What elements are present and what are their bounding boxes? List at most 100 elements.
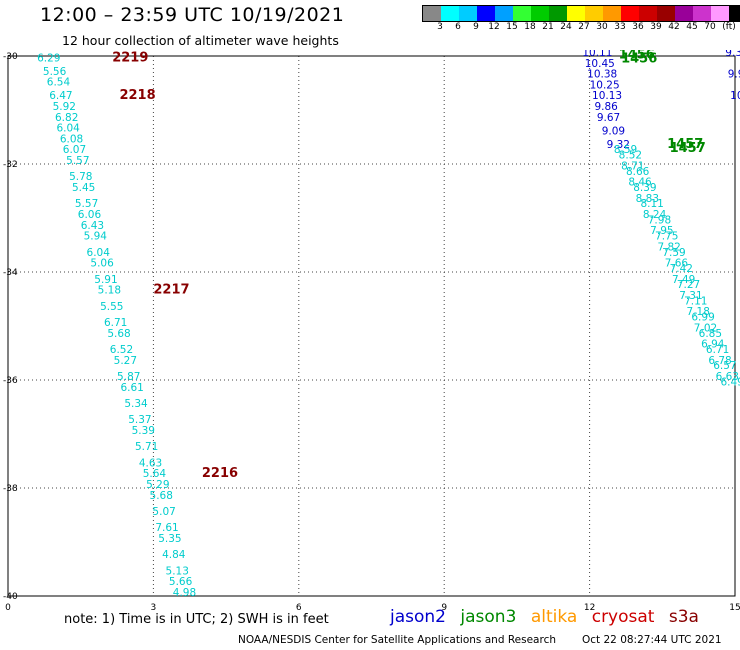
y-tick-label: -36 (3, 376, 18, 386)
colorbar-labels: 3 6 9 12 15 18 21 24 27 30 33 36 39 42 45 70 (ft) (422, 22, 740, 34)
swh-value-label: 8.83 (636, 193, 659, 205)
swh-value-label: 6.71 (104, 317, 127, 329)
colorbar-swatch (549, 6, 567, 21)
swh-value-label: 6.49 (720, 376, 740, 388)
colorbar-tick-label: 18 (524, 22, 536, 32)
generation-timestamp: Oct 22 08:27:44 UTC 2021 (582, 634, 722, 646)
legend-s3a: s3a (668, 607, 699, 627)
swh-value-label: 9.09 (602, 125, 625, 137)
swh-value-label: 5.87 (117, 371, 140, 383)
colorbar-tick-label: 9 (473, 22, 479, 32)
chart-title: 12:00 – 23:59 UTC 10/19/2021 (40, 4, 345, 26)
x-tick-label: 9 (441, 603, 447, 613)
swh-value-label: 5.18 (98, 285, 121, 297)
plot-frame (7, 55, 736, 597)
swh-value-label: 8.39 (633, 182, 656, 194)
y-tick-label: -40 (3, 592, 18, 602)
pass-number-label: 1456 (621, 51, 657, 66)
swh-value-label: 5.56 (43, 66, 67, 78)
colorbar-swatch (603, 6, 621, 21)
mission-legend: jason2 jason3 altika cryosat s3a (390, 607, 708, 627)
swh-value-label: 5.06 (90, 258, 114, 270)
swh-value-label: 5.57 (75, 198, 98, 210)
swh-value-label: 6.54 (47, 77, 71, 89)
swh-value-label: 5.45 (72, 182, 95, 194)
swh-colorbar (422, 5, 740, 22)
swh-value-label: 5.07 (152, 506, 175, 518)
swh-value-label: 5.78 (69, 171, 92, 183)
y-tick-label: -34 (3, 268, 18, 278)
swh-value-label: 8.66 (626, 166, 650, 178)
pass-number-label: 2219 (112, 50, 148, 65)
swh-value-label: 10.38 (587, 69, 617, 81)
swh-value-label: 7.18 (687, 306, 710, 318)
colorbar-tick-label: 70 (704, 22, 716, 32)
swh-value-label: 8.59 (614, 144, 637, 156)
colorbar-tick-label: 12 (488, 22, 500, 32)
swh-value-label: 10.13 (592, 90, 622, 102)
colorbar-tick-label: 45 (686, 22, 698, 32)
swh-value-label: 7.75 (655, 231, 678, 243)
swh-value-label: 7.27 (677, 279, 700, 291)
swh-value-label: 4.98 (173, 587, 196, 599)
swh-value-label: 5.66 (169, 576, 193, 588)
swh-value-label: 7.61 (155, 522, 178, 534)
swh-value-label: 6.06 (78, 209, 102, 221)
swh-value-label: 7.59 (662, 247, 685, 259)
swh-value-label: 6.63 (716, 371, 739, 383)
swh-value-label: 9.86 (594, 101, 618, 113)
colorbar-swatch (477, 6, 495, 21)
swh-value-label: 7.11 (684, 295, 707, 307)
swh-value-label: 6.07 (63, 144, 86, 156)
swh-value-label: 6.85 (699, 328, 722, 340)
colorbar-tick-label: 21 (542, 22, 554, 32)
swh-value-label: 8.46 (628, 177, 652, 189)
swh-value-label: 9.9 (728, 69, 740, 81)
swh-value-label: 6.94 (701, 339, 725, 351)
swh-value-label: 10. (730, 90, 740, 102)
swh-value-label: 5.57 (66, 155, 89, 167)
swh-value-label: 6.78 (708, 355, 731, 367)
swh-value-label: 5.92 (53, 101, 76, 113)
swh-value-label: 6.52 (110, 344, 133, 356)
chart-subtitle: 12 hour collection of altimeter wave hei… (62, 33, 339, 48)
swh-value-label: 10.11 (582, 47, 612, 59)
legend-jason2: jason2 (390, 607, 446, 627)
swh-value-label: 6.08 (60, 133, 83, 145)
swh-value-label: 6.04 (87, 247, 111, 259)
colorbar-tick-label: 30 (596, 22, 608, 32)
pass-number-label: 2217 (153, 283, 189, 298)
colorbar-tick-label: 42 (668, 22, 680, 32)
swh-value-label: 4.84 (162, 549, 186, 561)
colorbar-tick-label: 15 (506, 22, 518, 32)
pass-number-label: 1457 (667, 137, 703, 152)
swh-value-label: 5.64 (143, 468, 167, 480)
colorbar-tick-label: 24 (560, 22, 572, 32)
colorbar-swatch (585, 6, 603, 21)
swh-value-label: 7.82 (657, 241, 680, 253)
swh-value-label: 5.39 (132, 425, 155, 437)
colorbar-swatch (675, 6, 693, 21)
swh-value-label: 6.61 (120, 382, 143, 394)
swh-value-label: 5.91 (94, 274, 117, 286)
y-tick-label: -32 (3, 160, 18, 170)
swh-value-label: 5.37 (128, 414, 151, 426)
colorbar-tick-label: 39 (650, 22, 662, 32)
x-tick-label: 6 (296, 603, 302, 613)
colorbar-swatch (657, 6, 675, 21)
swh-value-label: 5.35 (158, 533, 181, 545)
colorbar-swatch (621, 6, 639, 21)
swh-value-label: 8.24 (643, 209, 667, 221)
pass-number-label: 1457 (670, 141, 706, 156)
colorbar-tick-label: 36 (632, 22, 644, 32)
x-tick-label: 3 (151, 603, 157, 613)
swh-value-label: 6.71 (706, 344, 729, 356)
colorbar-swatch (711, 6, 729, 21)
swh-value-label: 5.34 (124, 398, 148, 410)
swh-value-label: 6.57 (713, 360, 736, 372)
swh-value-label: 6.29 (37, 52, 60, 64)
swh-value-label: 9.32 (607, 139, 630, 151)
y-tick-label: -30 (3, 52, 18, 62)
swh-value-label: 10.25 (590, 79, 620, 91)
swh-value-label: 5.27 (114, 355, 137, 367)
